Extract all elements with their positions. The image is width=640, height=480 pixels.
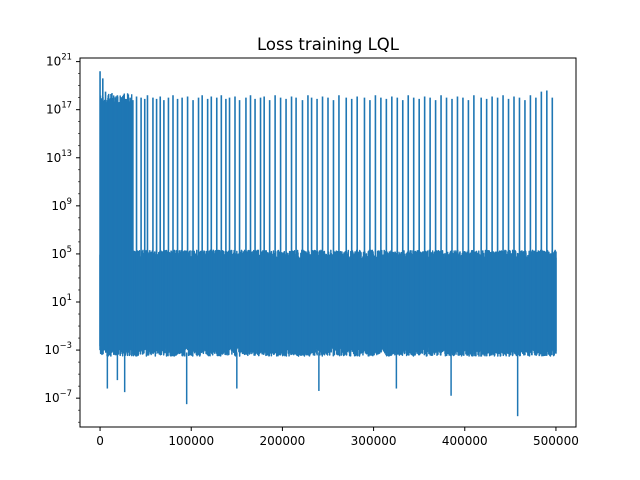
y-tick-base: 10 [51,247,66,261]
x-tick-label: 0 [96,434,104,448]
y-tick-exponent: 9 [67,196,72,206]
x-axis: 0 100000 200000 300000 400000 500000 [96,427,579,448]
y-tick-base: 10 [44,343,59,357]
y-tick-label: 109 [51,196,72,213]
y-tick-exponent: 1 [67,292,72,302]
y-tick-label: 10−3 [44,340,72,357]
y-tick-base: 10 [46,103,61,117]
y-tick-exponent: 21 [61,52,72,62]
axes-frame [79,57,577,428]
y-tick-label: 101 [51,292,72,309]
x-tick-label: 400000 [442,434,488,448]
y-tick-exponent: −7 [60,388,72,398]
y-tick-label: 1021 [46,52,72,69]
y-tick-label: 105 [51,244,72,261]
y-tick-base: 10 [51,295,66,309]
y-tick-exponent: 17 [61,100,72,110]
series-line [99,71,557,417]
y-tick-base: 10 [51,199,66,213]
y-tick-base: 10 [46,151,61,165]
y-tick-base: 10 [46,55,61,69]
plot-area [79,57,577,428]
y-tick-label: 1013 [46,148,72,165]
y-tick-exponent: −3 [60,340,72,350]
x-tick-label: 300000 [351,434,397,448]
x-tick-label: 200000 [260,434,306,448]
chart-title: Loss training LQL [257,35,400,54]
x-tick-label: 500000 [533,434,579,448]
y-tick-exponent: 13 [61,148,72,158]
y-tick-label: 1017 [46,100,72,117]
x-tick-label: 100000 [168,434,214,448]
y-tick-exponent: 5 [67,244,72,254]
y-tick-base: 10 [44,391,59,405]
y-tick-label: 10−7 [44,388,72,405]
